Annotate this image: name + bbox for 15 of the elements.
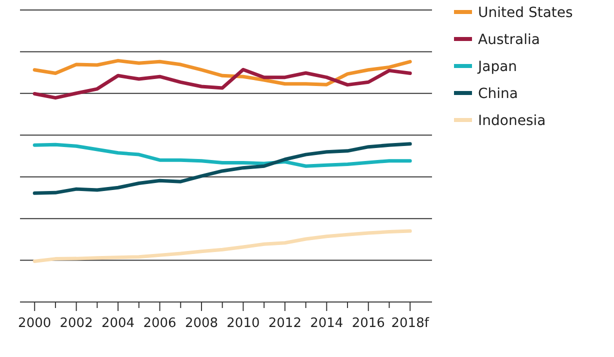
legend-label: China (478, 86, 518, 102)
x-tick-label: 2006 (143, 316, 176, 331)
x-tick-label: 2018f (391, 316, 430, 331)
x-tick-label: 2016 (352, 316, 385, 331)
legend-label: United States (478, 5, 573, 21)
x-tick-label: 2014 (310, 316, 344, 331)
x-tick-label: 2002 (60, 316, 93, 331)
x-tick-label: 2012 (268, 316, 302, 331)
x-tick-label: 2004 (102, 316, 135, 331)
legend-label: Japan (477, 59, 518, 75)
x-tick-label: 2008 (184, 316, 218, 331)
legend-label: Australia (478, 32, 540, 48)
legend-label: Indonesia (478, 113, 546, 129)
x-tick-label: 2000 (18, 316, 52, 331)
x-tick-label: 2010 (226, 316, 260, 331)
